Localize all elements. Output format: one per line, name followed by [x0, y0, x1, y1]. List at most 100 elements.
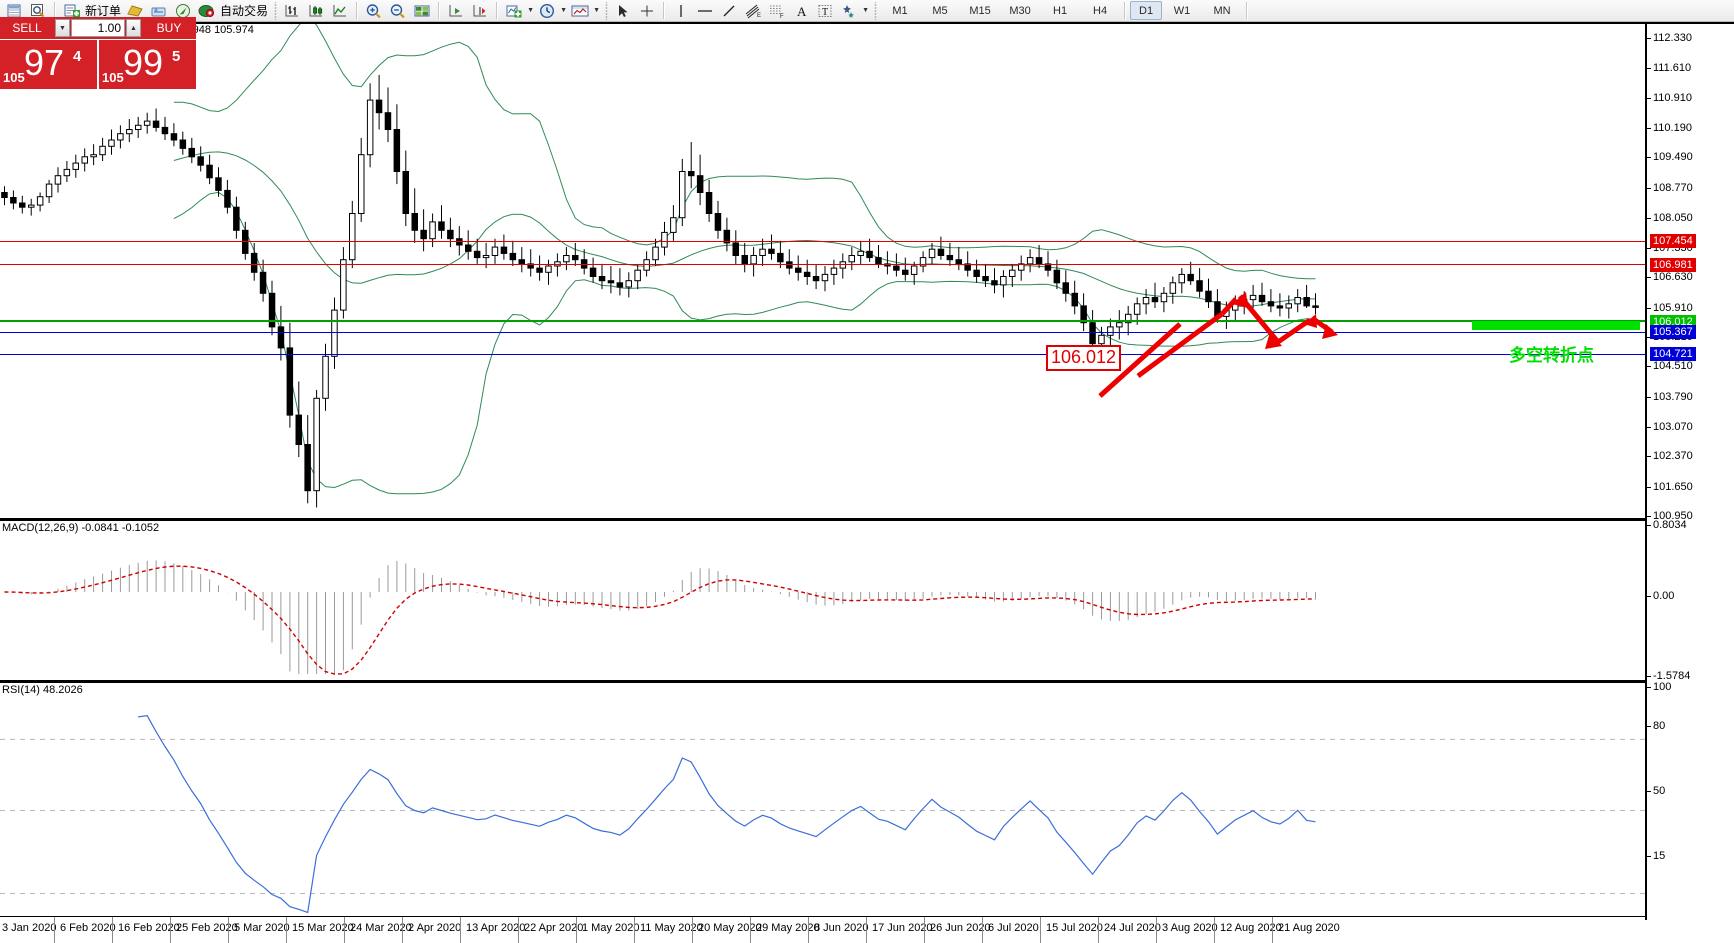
horizontal-line-icon[interactable] [693, 1, 717, 21]
cursor-icon[interactable] [611, 1, 635, 21]
price-tick: 110.910 [1647, 92, 1734, 104]
chart-shift-icon[interactable] [444, 1, 468, 21]
toolbar-separator [54, 2, 56, 19]
timeframe-d1[interactable]: D1 [1130, 1, 1163, 20]
toolbar-separator [663, 2, 666, 19]
text-label-icon[interactable]: T [813, 1, 837, 21]
timeframe-m1[interactable]: M1 [892, 4, 908, 17]
indicators-dropdown-caret[interactable]: ▼ [527, 7, 534, 14]
price-scale[interactable]: 112.330 111.610 110.910 110.190 109.490 108.7… [1647, 22, 1734, 920]
chart-frame[interactable]: USDJPY-,Daily 106.390 106.548 105.948 10… [0, 22, 1734, 942]
tile-windows-icon[interactable] [410, 1, 434, 21]
hline-105367[interactable] [0, 332, 1647, 333]
crosshair-icon[interactable] [635, 1, 659, 21]
volume-input[interactable]: 1.00 [71, 19, 125, 37]
volume-control[interactable]: ▼ 1.00 ▲ [54, 17, 142, 39]
data-window-icon[interactable] [26, 1, 50, 21]
price-tag-107454[interactable]: 107.454 [1650, 234, 1696, 248]
timeframe-h4[interactable]: H4 [1093, 4, 1108, 17]
time-label: 13 Apr 2020 [466, 922, 526, 934]
equidistant-channel-icon[interactable]: E [741, 1, 765, 21]
price-tick: 102.370 [1647, 450, 1734, 462]
zoom-out-icon[interactable] [386, 1, 410, 21]
price-scale-axis-line [1645, 22, 1647, 920]
shapes-dropdown-caret[interactable]: ▼ [862, 7, 869, 14]
terminal-icon[interactable] [147, 1, 171, 21]
time-label: 2 Apr 2020 [408, 922, 462, 934]
timeframe-m5[interactable]: M5 [932, 4, 948, 17]
indicator-tick: 0.00 [1647, 590, 1734, 602]
templates-dropdown-caret[interactable]: ▼ [593, 7, 600, 14]
trendline-icon[interactable] [717, 1, 741, 21]
toolbar-separator [496, 2, 499, 19]
price-tick: 104.510 [1647, 360, 1734, 372]
sell-price-prefix: 105 [3, 70, 25, 85]
price-tag-106981[interactable]: 106.981 [1650, 258, 1696, 272]
time-label: 25 Feb 2020 [176, 922, 238, 934]
sell-price-display[interactable]: 105 97 4 [0, 39, 97, 89]
svg-text:F: F [780, 14, 784, 19]
hline-106012[interactable] [0, 320, 1647, 322]
time-label: 17 Jun 2020 [872, 922, 933, 934]
metaeditor-icon[interactable] [123, 1, 147, 21]
market-watch-icon[interactable] [2, 1, 26, 21]
line-chart-icon[interactable] [328, 1, 352, 21]
time-label: 21 Aug 2020 [1278, 922, 1340, 934]
time-gridline [1214, 917, 1215, 943]
price-tag-104721[interactable]: 104.721 [1650, 347, 1696, 361]
candlestick-chart-icon[interactable] [304, 1, 328, 21]
one-click-trading-panel[interactable]: SELL ▼ 1.00 ▲ BUY 105 97 4 105 99 5 [0, 17, 196, 89]
price-label-box[interactable]: 106.012 [1046, 345, 1122, 371]
trend-arrow-drawing[interactable] [0, 24, 1647, 922]
buy-button[interactable]: BUY [142, 17, 196, 39]
time-gridline [924, 917, 925, 943]
time-gridline [1156, 917, 1157, 943]
support-zone-marker[interactable] [1472, 321, 1640, 330]
new-order-button[interactable]: 新订单 [85, 4, 122, 18]
timeframe-h1[interactable]: H1 [1053, 4, 1068, 17]
auto-scroll-icon[interactable] [468, 1, 492, 21]
zoom-in-icon[interactable] [362, 1, 386, 21]
vertical-line-icon[interactable] [669, 1, 693, 21]
autotrading-button[interactable]: 自动交易 [220, 4, 269, 18]
buy-price-display[interactable]: 105 99 5 [99, 39, 196, 89]
time-gridline [692, 917, 693, 943]
time-label: 20 May 2020 [698, 922, 762, 934]
time-gridline [402, 917, 403, 943]
price-tick: 103.070 [1647, 421, 1734, 433]
hline-107454[interactable] [0, 241, 1647, 242]
templates-icon[interactable] [568, 1, 592, 21]
toolbar-grip [872, 1, 879, 20]
new-order-icon[interactable] [60, 1, 84, 21]
navigator-icon[interactable] [171, 1, 195, 21]
sell-button[interactable]: SELL [0, 17, 54, 39]
timeframe-w1[interactable]: W1 [1173, 4, 1191, 17]
bar-chart-icon[interactable] [280, 1, 304, 21]
price-subchart [1, 24, 1319, 508]
rsi-subchart [0, 715, 1645, 914]
time-gridline [170, 917, 171, 943]
hline-104721[interactable] [0, 354, 1647, 355]
time-scale[interactable]: 3 Jan 2020 6 Feb 2020 16 Feb 2020 25 Feb 20… [0, 916, 1647, 943]
timeframe-m30[interactable]: M30 [1009, 4, 1031, 17]
periods-clock-icon[interactable] [535, 1, 559, 21]
fibonacci-retracement-icon[interactable]: F [765, 1, 789, 21]
time-gridline [1098, 917, 1099, 943]
volume-down-button[interactable]: ▼ [55, 19, 70, 37]
shapes-icon[interactable] [837, 1, 861, 21]
indicators-icon[interactable] [502, 1, 526, 21]
buy-price-main: 99 [123, 42, 164, 83]
volume-up-button[interactable]: ▲ [126, 19, 141, 37]
timeframe-mn[interactable]: MN [1213, 4, 1231, 17]
time-label: 12 Aug 2020 [1220, 922, 1282, 934]
hline-106981[interactable] [0, 264, 1647, 265]
text-icon[interactable]: A [789, 1, 813, 21]
chinese-annotation[interactable]: 多空转折点 [1509, 346, 1594, 366]
price-tag-105367[interactable]: 105.367 [1650, 325, 1696, 339]
periods-dropdown-caret[interactable]: ▼ [560, 7, 567, 14]
macd-indicator-label: MACD(12,26,9) -0.0841 -0.1052 [2, 522, 160, 534]
autotrading-icon[interactable] [195, 1, 219, 21]
time-label: 29 May 2020 [756, 922, 820, 934]
timeframe-m15[interactable]: M15 [969, 4, 991, 17]
svg-text:E: E [757, 13, 761, 19]
